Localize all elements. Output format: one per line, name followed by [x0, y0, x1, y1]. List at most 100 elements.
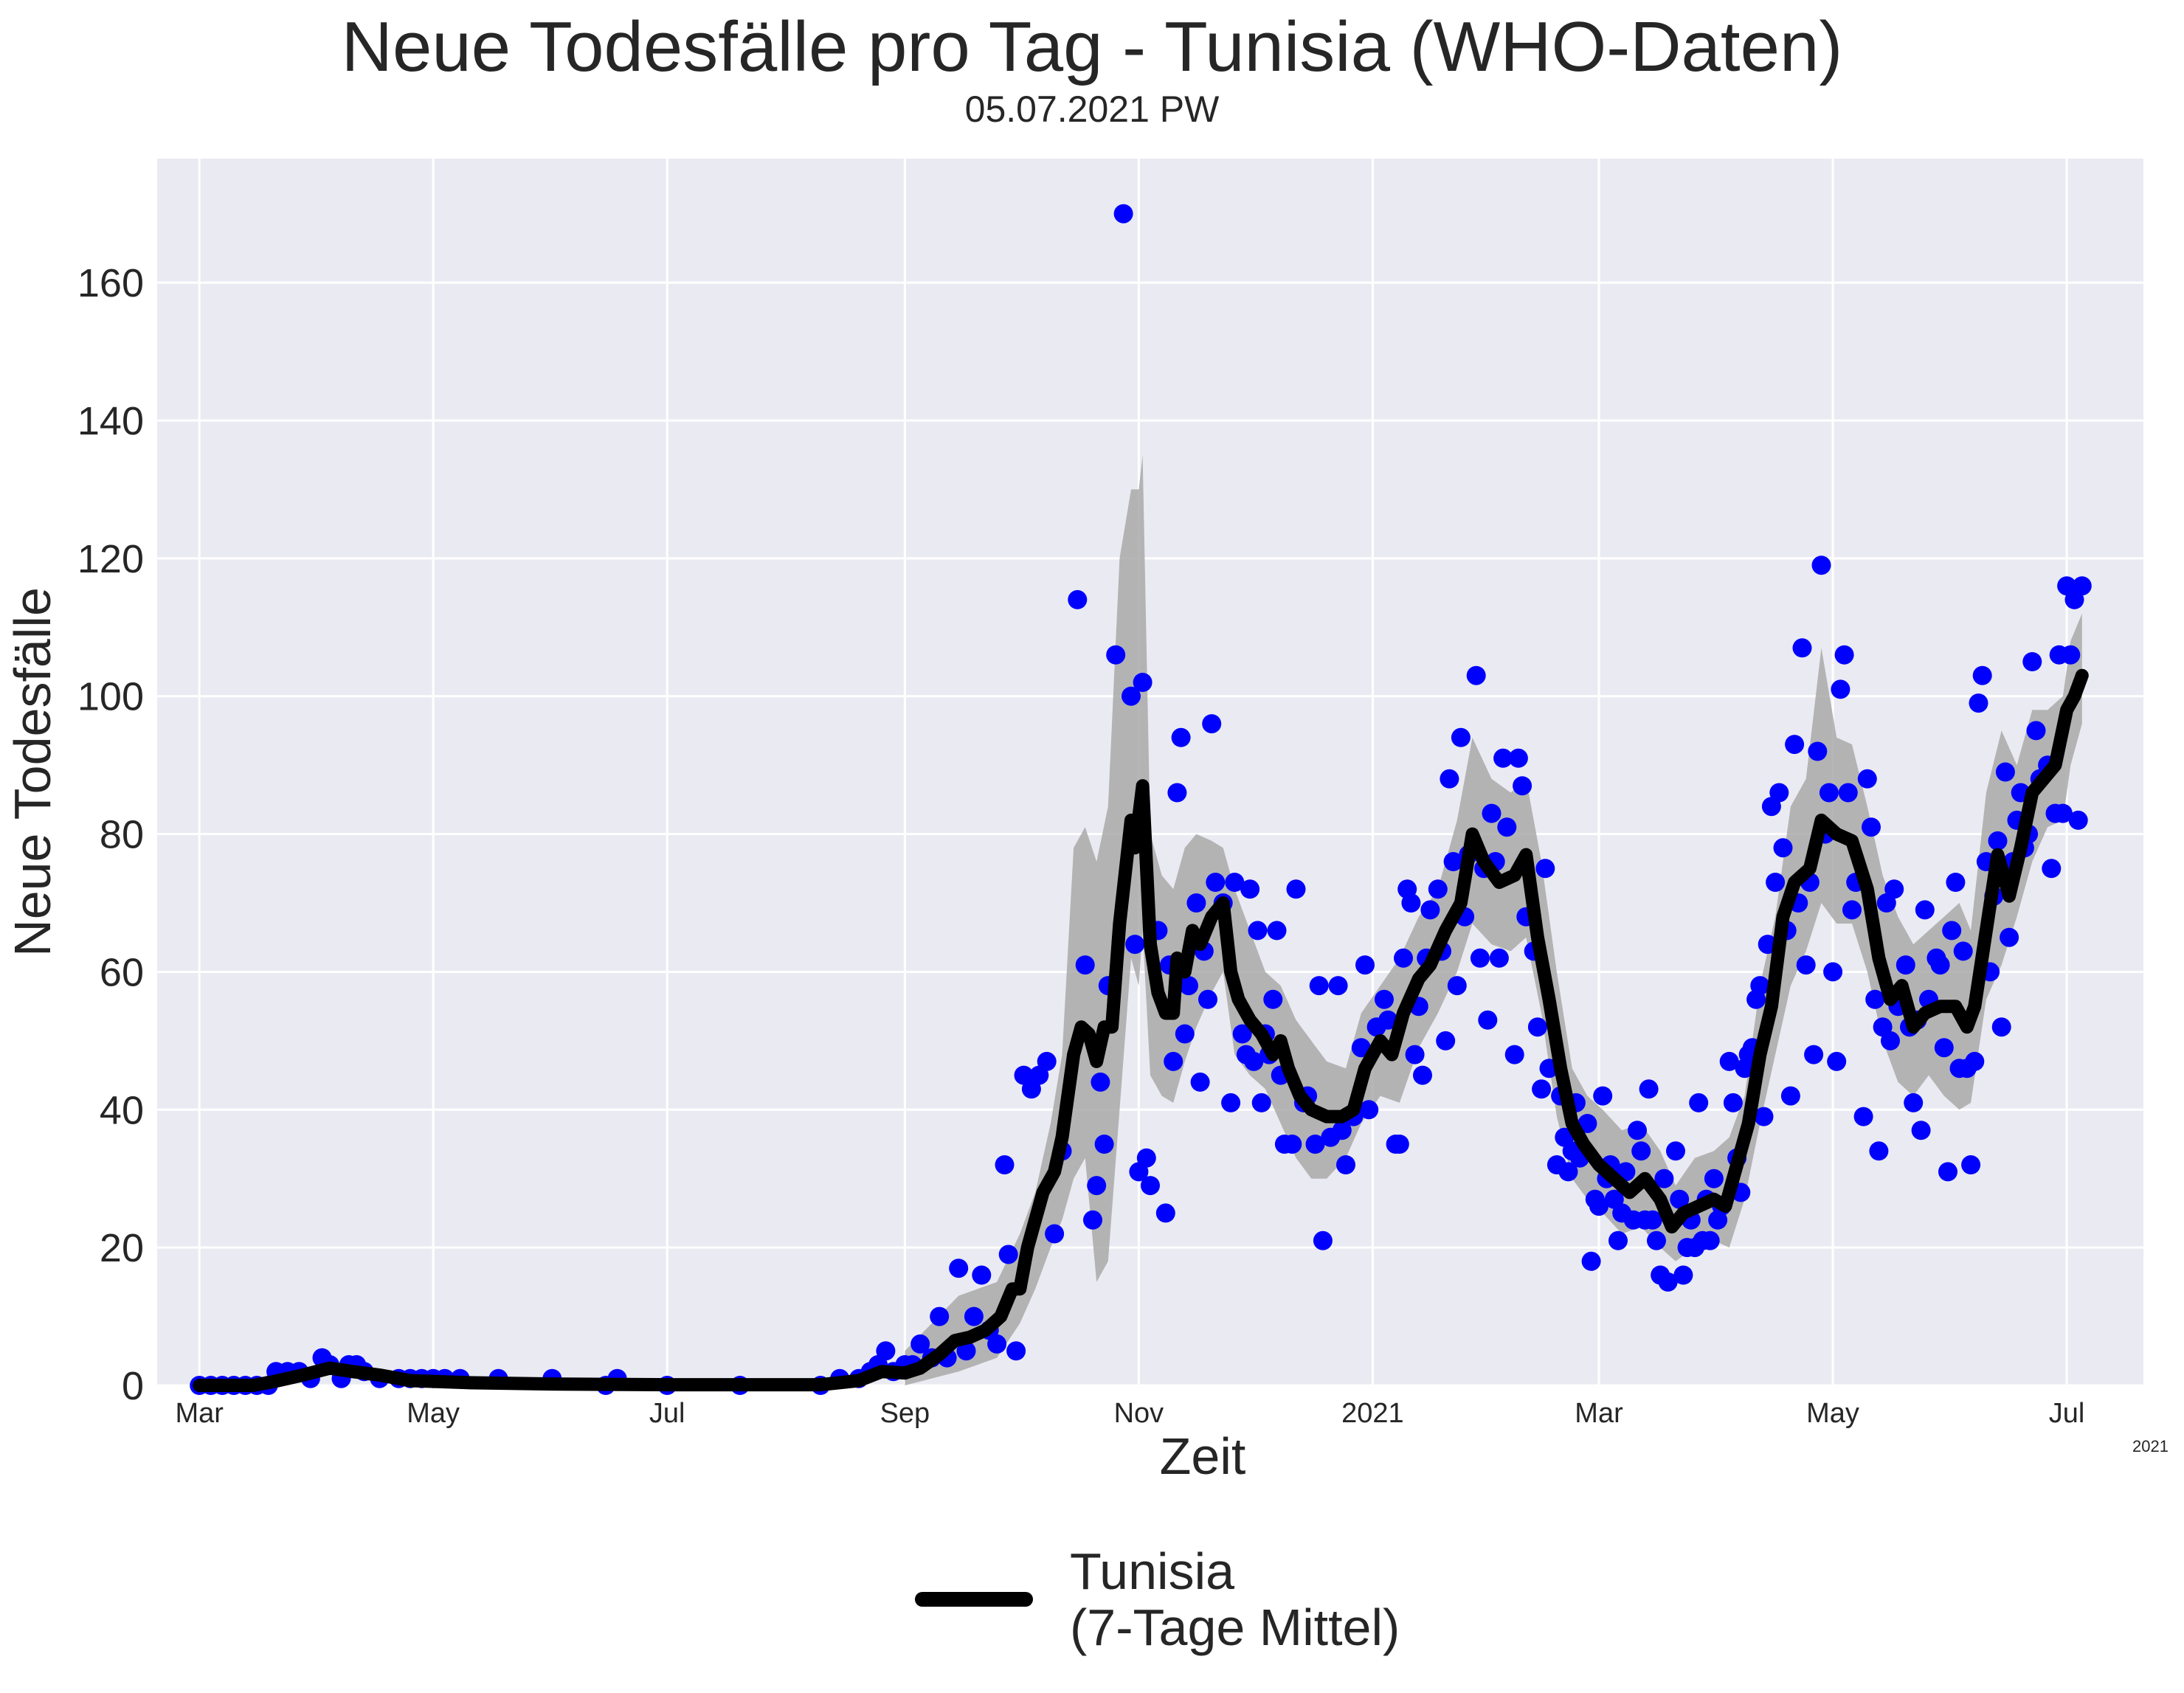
data-point [1305, 1135, 1325, 1154]
x-tick-label: Mar [1575, 1398, 1623, 1429]
data-point [1769, 783, 1789, 803]
data-point [1995, 762, 2015, 782]
data-point [1394, 948, 1413, 968]
data-point [1670, 1189, 1690, 1209]
data-point [964, 1306, 984, 1326]
legend-line-swatch [915, 1592, 1033, 1607]
data-point [1673, 1265, 1693, 1285]
data-point [1175, 1024, 1195, 1044]
data-point [1857, 769, 1877, 789]
data-point [2000, 927, 2019, 947]
data-point [1006, 1341, 1026, 1361]
data-point [1420, 900, 1440, 920]
data-point [1083, 1210, 1102, 1230]
data-point [1466, 665, 1486, 685]
data-point [1133, 673, 1153, 692]
data-point [1451, 727, 1471, 747]
data-point [1535, 859, 1555, 879]
data-point [1930, 955, 1950, 975]
data-point [1171, 727, 1191, 747]
data-point [1988, 831, 2008, 851]
data-point [1413, 1065, 1432, 1085]
x-tick-label: Jul [649, 1398, 685, 1429]
data-point [1834, 645, 1854, 665]
data-point [1911, 1121, 1931, 1140]
y-tick-label: 40 [100, 1088, 144, 1132]
data-point [1823, 962, 1843, 982]
data-point [1405, 1045, 1425, 1064]
data-point [1631, 1141, 1651, 1161]
data-point [1075, 955, 1095, 975]
data-point [1647, 1230, 1666, 1250]
data-point [1504, 1045, 1524, 1064]
x-tick-label: Mar [175, 1398, 224, 1429]
data-point [1332, 1121, 1352, 1140]
data-point [1282, 1135, 1302, 1154]
data-point [1267, 921, 1287, 941]
legend-label: Tunisia (7-Tage Mittel) [1070, 1543, 1400, 1656]
data-point [1904, 1093, 1924, 1112]
data-point [1428, 879, 1448, 899]
data-point [1853, 1107, 1873, 1126]
data-point [930, 1306, 950, 1326]
data-point [1359, 1100, 1379, 1120]
data-point [1240, 879, 1260, 899]
data-point [1719, 1051, 1739, 1071]
data-point [1328, 976, 1348, 996]
data-point [1700, 1230, 1720, 1250]
data-point [1946, 873, 1966, 892]
data-point [1658, 1272, 1678, 1292]
data-point [1862, 817, 1881, 837]
y-tick-label: 20 [100, 1226, 144, 1270]
y-tick-label: 60 [100, 950, 144, 994]
data-point [1037, 1051, 1057, 1071]
data-point [1313, 1230, 1333, 1250]
data-point [1113, 204, 1133, 224]
data-point [1869, 1141, 1889, 1161]
data-point [956, 1341, 976, 1361]
data-point [1773, 838, 1793, 858]
data-point [1723, 1093, 1743, 1112]
x-tick-label: Nov [1114, 1398, 1164, 1429]
data-point [1489, 948, 1509, 968]
y-tick-label: 80 [100, 813, 144, 857]
data-point [1865, 989, 1885, 1009]
data-point [1355, 955, 1375, 975]
y-tick-label: 0 [122, 1364, 144, 1408]
data-point [1493, 748, 1513, 768]
data-point [2053, 803, 2073, 823]
data-point [1666, 1141, 1685, 1161]
data-point [1221, 1093, 1241, 1112]
data-point [1122, 686, 1141, 706]
data-point [1251, 1093, 1271, 1112]
data-point [910, 1334, 930, 1354]
data-point [1378, 1010, 1398, 1030]
data-point [1792, 638, 1812, 658]
data-point [1558, 1162, 1578, 1182]
data-point [2042, 859, 2062, 879]
data-point [1827, 1051, 1847, 1071]
data-point [949, 1259, 969, 1278]
data-point [1087, 1176, 1107, 1196]
x-axis-offset-label: 2021 [2132, 1437, 2169, 1455]
data-point [1482, 803, 1502, 823]
data-point [1375, 989, 1394, 1009]
data-point [1248, 921, 1268, 941]
data-point [998, 1244, 1018, 1264]
data-point [1141, 1176, 1160, 1196]
data-point [1819, 783, 1839, 803]
data-point [1091, 1072, 1110, 1092]
y-axis-label: Neue Todesfälle [4, 587, 61, 957]
data-point [1155, 1203, 1175, 1223]
data-point [1750, 976, 1770, 996]
data-point [1164, 1051, 1183, 1071]
data-point [1401, 893, 1421, 913]
data-point [1938, 1162, 1957, 1182]
data-point [2026, 721, 2046, 741]
data-point [1094, 1135, 1114, 1154]
data-point [1186, 893, 1206, 913]
data-point [1704, 1169, 1724, 1188]
data-point [1527, 1017, 1547, 1037]
legend: Tunisia (7-Tage Mittel) [915, 1543, 1400, 1655]
data-point [1628, 1121, 1647, 1140]
